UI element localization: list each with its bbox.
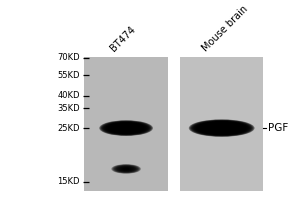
Ellipse shape [110, 123, 142, 133]
Ellipse shape [201, 123, 242, 134]
Ellipse shape [211, 125, 232, 131]
Ellipse shape [119, 126, 133, 130]
Ellipse shape [118, 166, 134, 171]
Ellipse shape [192, 120, 251, 136]
Text: 35KD: 35KD [57, 104, 80, 113]
Ellipse shape [103, 121, 149, 135]
Ellipse shape [191, 120, 252, 136]
Ellipse shape [116, 166, 136, 172]
Ellipse shape [202, 123, 242, 133]
Ellipse shape [214, 126, 229, 130]
Text: Mouse brain: Mouse brain [201, 4, 250, 53]
Ellipse shape [117, 125, 135, 131]
Ellipse shape [113, 124, 140, 132]
Text: 25KD: 25KD [57, 124, 80, 133]
Ellipse shape [104, 122, 148, 135]
Ellipse shape [118, 167, 134, 171]
Ellipse shape [199, 122, 245, 134]
Ellipse shape [195, 121, 248, 135]
Ellipse shape [203, 123, 240, 133]
Ellipse shape [120, 126, 132, 130]
Text: BT474: BT474 [108, 24, 137, 53]
Text: PGF: PGF [268, 123, 288, 133]
Ellipse shape [115, 165, 138, 173]
Ellipse shape [114, 124, 139, 132]
Ellipse shape [206, 124, 237, 132]
Ellipse shape [113, 165, 140, 173]
Ellipse shape [198, 122, 246, 134]
Ellipse shape [112, 164, 140, 173]
Ellipse shape [117, 166, 135, 172]
Ellipse shape [116, 166, 136, 172]
Ellipse shape [189, 119, 254, 137]
Text: 15KD: 15KD [57, 177, 80, 186]
Text: 40KD: 40KD [57, 91, 80, 100]
Ellipse shape [205, 124, 238, 132]
Text: 70KD: 70KD [57, 53, 80, 62]
Ellipse shape [115, 165, 137, 172]
Ellipse shape [200, 122, 244, 134]
Ellipse shape [118, 166, 135, 172]
Ellipse shape [120, 167, 133, 171]
Ellipse shape [116, 125, 136, 131]
Bar [84, 57, 168, 191]
Ellipse shape [111, 124, 141, 133]
Ellipse shape [193, 121, 250, 136]
Bar [180, 57, 263, 191]
Ellipse shape [109, 123, 143, 133]
Ellipse shape [213, 126, 230, 130]
Ellipse shape [194, 121, 249, 135]
Ellipse shape [99, 120, 153, 136]
Ellipse shape [107, 123, 145, 134]
Ellipse shape [212, 125, 232, 131]
Ellipse shape [101, 121, 151, 135]
Ellipse shape [105, 122, 148, 134]
Ellipse shape [102, 121, 150, 135]
Ellipse shape [106, 122, 147, 134]
Ellipse shape [117, 166, 136, 172]
Ellipse shape [207, 124, 236, 132]
Ellipse shape [112, 164, 140, 174]
Ellipse shape [118, 126, 134, 130]
Ellipse shape [204, 123, 239, 133]
Ellipse shape [120, 167, 132, 171]
Ellipse shape [190, 120, 254, 136]
Ellipse shape [100, 121, 152, 136]
Ellipse shape [210, 125, 234, 131]
Ellipse shape [196, 121, 247, 135]
Ellipse shape [116, 125, 137, 131]
Ellipse shape [208, 125, 235, 132]
Ellipse shape [114, 165, 139, 173]
Ellipse shape [108, 123, 144, 133]
Ellipse shape [113, 165, 139, 173]
Ellipse shape [111, 164, 141, 174]
Ellipse shape [114, 165, 138, 173]
Ellipse shape [106, 122, 146, 134]
Ellipse shape [112, 124, 140, 132]
Text: 55KD: 55KD [57, 71, 80, 80]
Ellipse shape [115, 125, 138, 131]
Ellipse shape [119, 167, 133, 171]
